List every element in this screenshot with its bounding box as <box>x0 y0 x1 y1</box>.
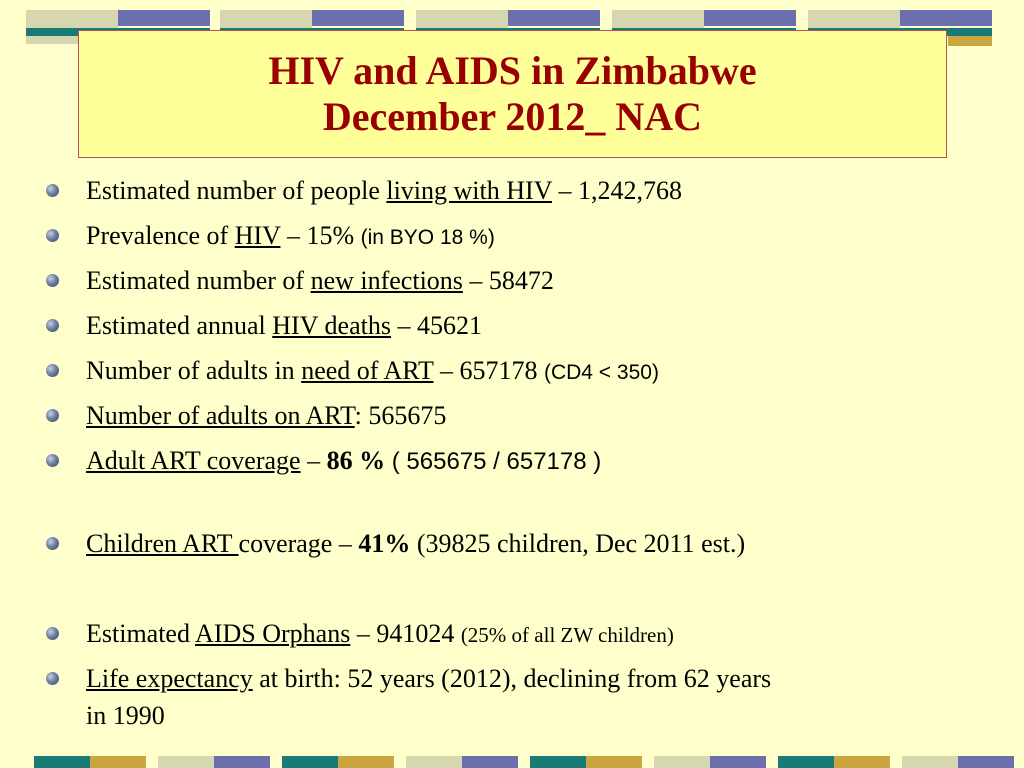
bullet-icon <box>46 364 59 377</box>
item-value: : 565675 <box>354 401 447 430</box>
item-note: (39825 children, Dec 2011 est.) <box>410 529 746 558</box>
item-text: Number of adults in <box>86 356 302 385</box>
bullet-icon <box>46 409 59 422</box>
item-text: – <box>300 446 327 475</box>
item-value: – 58472 <box>462 266 554 295</box>
item-link-text: Life expectancy <box>86 664 253 693</box>
item-value: – 657178 <box>433 356 544 385</box>
title-box: HIV and AIDS in Zimbabwe December 2012_ … <box>78 30 947 158</box>
item-value: – 15% <box>280 221 361 250</box>
item-link-text: living with HIV <box>386 176 552 205</box>
item-text: Prevalence of <box>86 221 235 250</box>
list-item: Estimated number of people living with H… <box>46 172 996 209</box>
list-item: Prevalence of HIV – 15% (in BYO 18 %) <box>46 217 996 256</box>
item-value: – 941024 <box>350 619 461 648</box>
item-text: Estimated number of <box>86 266 311 295</box>
bullet-icon <box>46 537 59 550</box>
item-link-text: AIDS Orphans <box>195 619 351 648</box>
item-note: (in BYO 18 %) <box>360 226 495 249</box>
item-text: Estimated annual <box>86 311 273 340</box>
bullet-icon <box>46 672 59 685</box>
list-item: Estimated AIDS Orphans – 941024 (25% of … <box>46 615 996 654</box>
item-link-text: Adult ART coverage <box>86 446 301 475</box>
list-item: Children ART coverage – 41% (39825 child… <box>46 525 996 562</box>
list-item: Life expectancy at birth: 52 years (2012… <box>46 660 996 734</box>
item-link-text: HIV <box>234 221 281 250</box>
item-value: – 1,242,768 <box>552 176 683 205</box>
item-note: ( 565675 / 657178 ) <box>385 448 602 475</box>
list-item: Estimated number of new infections – 584… <box>46 262 996 299</box>
item-text: Estimated number of people <box>86 176 387 205</box>
list-item: Estimated annual HIV deaths – 45621 <box>46 307 996 344</box>
bullet-icon <box>46 184 59 197</box>
item-link-text: need of ART <box>301 356 434 385</box>
item-link-text: HIV deaths <box>272 311 391 340</box>
title-line-1: HIV and AIDS in Zimbabwe <box>268 48 757 93</box>
list-item: Number of adults on ART: 565675 <box>46 397 996 434</box>
bullet-icon <box>46 274 59 287</box>
item-link-text: Children ART <box>86 529 239 558</box>
list-item: Adult ART coverage – 86 % ( 565675 / 657… <box>46 442 996 480</box>
list-item: Number of adults in need of ART – 657178… <box>46 352 996 391</box>
item-value: 86 % <box>326 446 386 475</box>
title-line-2: December 2012_ NAC <box>322 94 703 139</box>
bullet-icon <box>46 229 59 242</box>
item-note: (CD4 < 350) <box>543 361 659 384</box>
item-note: (25% of all ZW children) <box>460 623 674 647</box>
bullet-icon <box>46 627 59 640</box>
item-text: at birth: 52 years (2012), declining fro… <box>252 664 772 693</box>
item-value: 41% <box>358 529 411 558</box>
bullet-icon <box>46 319 59 332</box>
bottom-decorative-band <box>0 756 1024 768</box>
item-link-text: new infections <box>310 266 463 295</box>
item-text-continued: in 1990 <box>86 701 165 730</box>
item-link-text: Number of adults on ART <box>86 401 355 430</box>
item-text: coverage – <box>238 529 359 558</box>
bullet-icon <box>46 454 59 467</box>
item-text: Estimated <box>86 619 196 648</box>
item-value: – 45621 <box>390 311 482 340</box>
